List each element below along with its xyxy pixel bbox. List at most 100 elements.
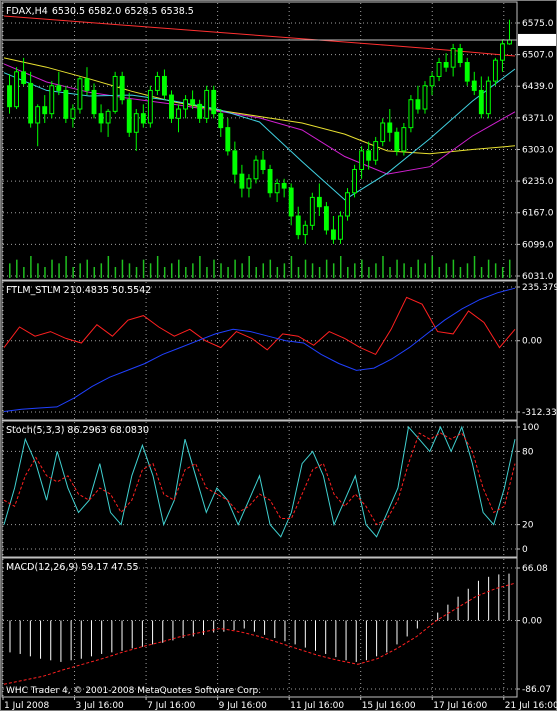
- candle-body: [56, 85, 62, 91]
- volume-bar: [51, 259, 53, 278]
- volume-bar: [290, 256, 293, 278]
- volume-bar: [128, 263, 131, 278]
- y-tick-label: -86.07: [522, 685, 551, 695]
- stlm-line: [3, 287, 516, 412]
- ohlc-header: 6530.5 6582.0 6528.5 6538.5: [52, 6, 194, 17]
- x-axis-label: 1 Jul 2008: [4, 701, 49, 711]
- candle-body: [338, 215, 343, 240]
- candle-body: [436, 62, 442, 77]
- candle-body: [415, 99, 421, 110]
- candle-body: [359, 150, 365, 170]
- y-tick-label: 0.00: [522, 337, 542, 347]
- candle-body: [14, 71, 19, 108]
- panel-frame: [1, 1, 518, 281]
- candle-body: [394, 131, 400, 152]
- candle-body: [422, 85, 428, 110]
- volume-bar: [459, 267, 462, 278]
- stochastic-signal-line: [3, 432, 516, 526]
- moving-average-cyan-line: [3, 68, 516, 201]
- volume-bar: [325, 259, 328, 278]
- candle-body: [49, 85, 55, 115]
- candle-body: [42, 106, 48, 115]
- volume-bar: [382, 256, 384, 278]
- volume-bar: [487, 259, 490, 278]
- volume-bar: [185, 267, 187, 278]
- candle-body: [366, 150, 372, 161]
- candle-body: [281, 182, 287, 189]
- candle-body: [98, 113, 104, 124]
- volume-bar: [37, 263, 39, 278]
- candle-body: [507, 39, 512, 45]
- volume-bar: [241, 263, 243, 278]
- candle-body: [190, 99, 196, 105]
- x-axis-label: 11 Jul 16:00: [290, 701, 344, 711]
- candle-body: [295, 215, 301, 236]
- y-tick-label: 6235.0: [522, 177, 554, 187]
- candle-body: [239, 173, 245, 189]
- volume-bar: [438, 267, 441, 278]
- candle-body: [246, 178, 252, 189]
- candle-body: [331, 229, 336, 240]
- volume-bar: [361, 259, 363, 278]
- x-axis-label: 21 Jul 16:00: [505, 701, 557, 711]
- panel-frame: [1, 420, 518, 558]
- candle-body: [380, 122, 386, 143]
- candle-body: [140, 113, 146, 124]
- y-tick-label: 6439.0: [522, 82, 554, 92]
- candle-body: [183, 99, 188, 110]
- candle-body: [35, 106, 41, 124]
- volume-bar: [149, 263, 152, 278]
- x-axis-label: 15 Jul 16:00: [362, 701, 416, 711]
- candle-body: [450, 48, 456, 68]
- y-tick-label: 0: [522, 545, 528, 555]
- candle-body: [500, 43, 505, 61]
- volume-bar: [248, 256, 250, 278]
- main-chart-title: FDAX,H4 6530.5 6582.0 6528.5 6538.5: [6, 6, 194, 17]
- volume-bar: [403, 263, 405, 278]
- stochastic-title: Stoch(5,3,3) 86.2963 68.0830: [6, 425, 149, 436]
- moving-average-red-line: [3, 15, 516, 57]
- volume-bar: [72, 267, 74, 278]
- volume-bar: [234, 259, 236, 278]
- volume-bar: [473, 256, 476, 278]
- volume-bar: [417, 259, 419, 278]
- volume-bar: [396, 259, 398, 278]
- volume-bar: [347, 267, 349, 278]
- candle-body: [154, 75, 160, 91]
- candle-body: [119, 75, 125, 101]
- volume-bar: [16, 259, 18, 278]
- x-axis-label: 7 Jul 16:00: [147, 701, 196, 711]
- volume-bar: [227, 267, 229, 278]
- candle-body: [70, 108, 76, 119]
- macd-title: MACD(12,26,9) 59.17 47.55: [6, 562, 139, 573]
- volume-bar: [156, 256, 159, 278]
- volume-bar: [199, 256, 201, 278]
- candle-body: [225, 127, 231, 152]
- volume-bar: [206, 267, 208, 278]
- candle-body: [267, 168, 273, 194]
- volume-bar: [389, 267, 391, 278]
- y-tick-label: 6371.0: [522, 114, 554, 124]
- candle-body: [105, 110, 111, 124]
- volume-bar: [86, 259, 88, 278]
- y-tick-label: 80: [522, 447, 534, 457]
- y-tick-label: 100: [522, 423, 539, 433]
- volume-bar: [135, 267, 138, 278]
- volume-bar: [332, 263, 335, 278]
- candle-body: [169, 94, 174, 119]
- candle-body: [176, 108, 181, 119]
- volume-bar: [318, 267, 321, 278]
- volume-bar: [178, 259, 180, 278]
- candle-body: [274, 182, 280, 194]
- symbol-timeframe: FDAX,H4: [6, 6, 48, 17]
- candle-body: [485, 80, 491, 115]
- candle-body: [471, 80, 477, 91]
- volume-bar: [255, 267, 257, 278]
- candle-body: [323, 206, 329, 231]
- volume-bar: [262, 263, 265, 278]
- x-axis-label: 9 Jul 16:00: [219, 701, 268, 711]
- volume-bar: [9, 263, 11, 278]
- volume-bar: [501, 267, 504, 278]
- candle-body: [218, 113, 224, 129]
